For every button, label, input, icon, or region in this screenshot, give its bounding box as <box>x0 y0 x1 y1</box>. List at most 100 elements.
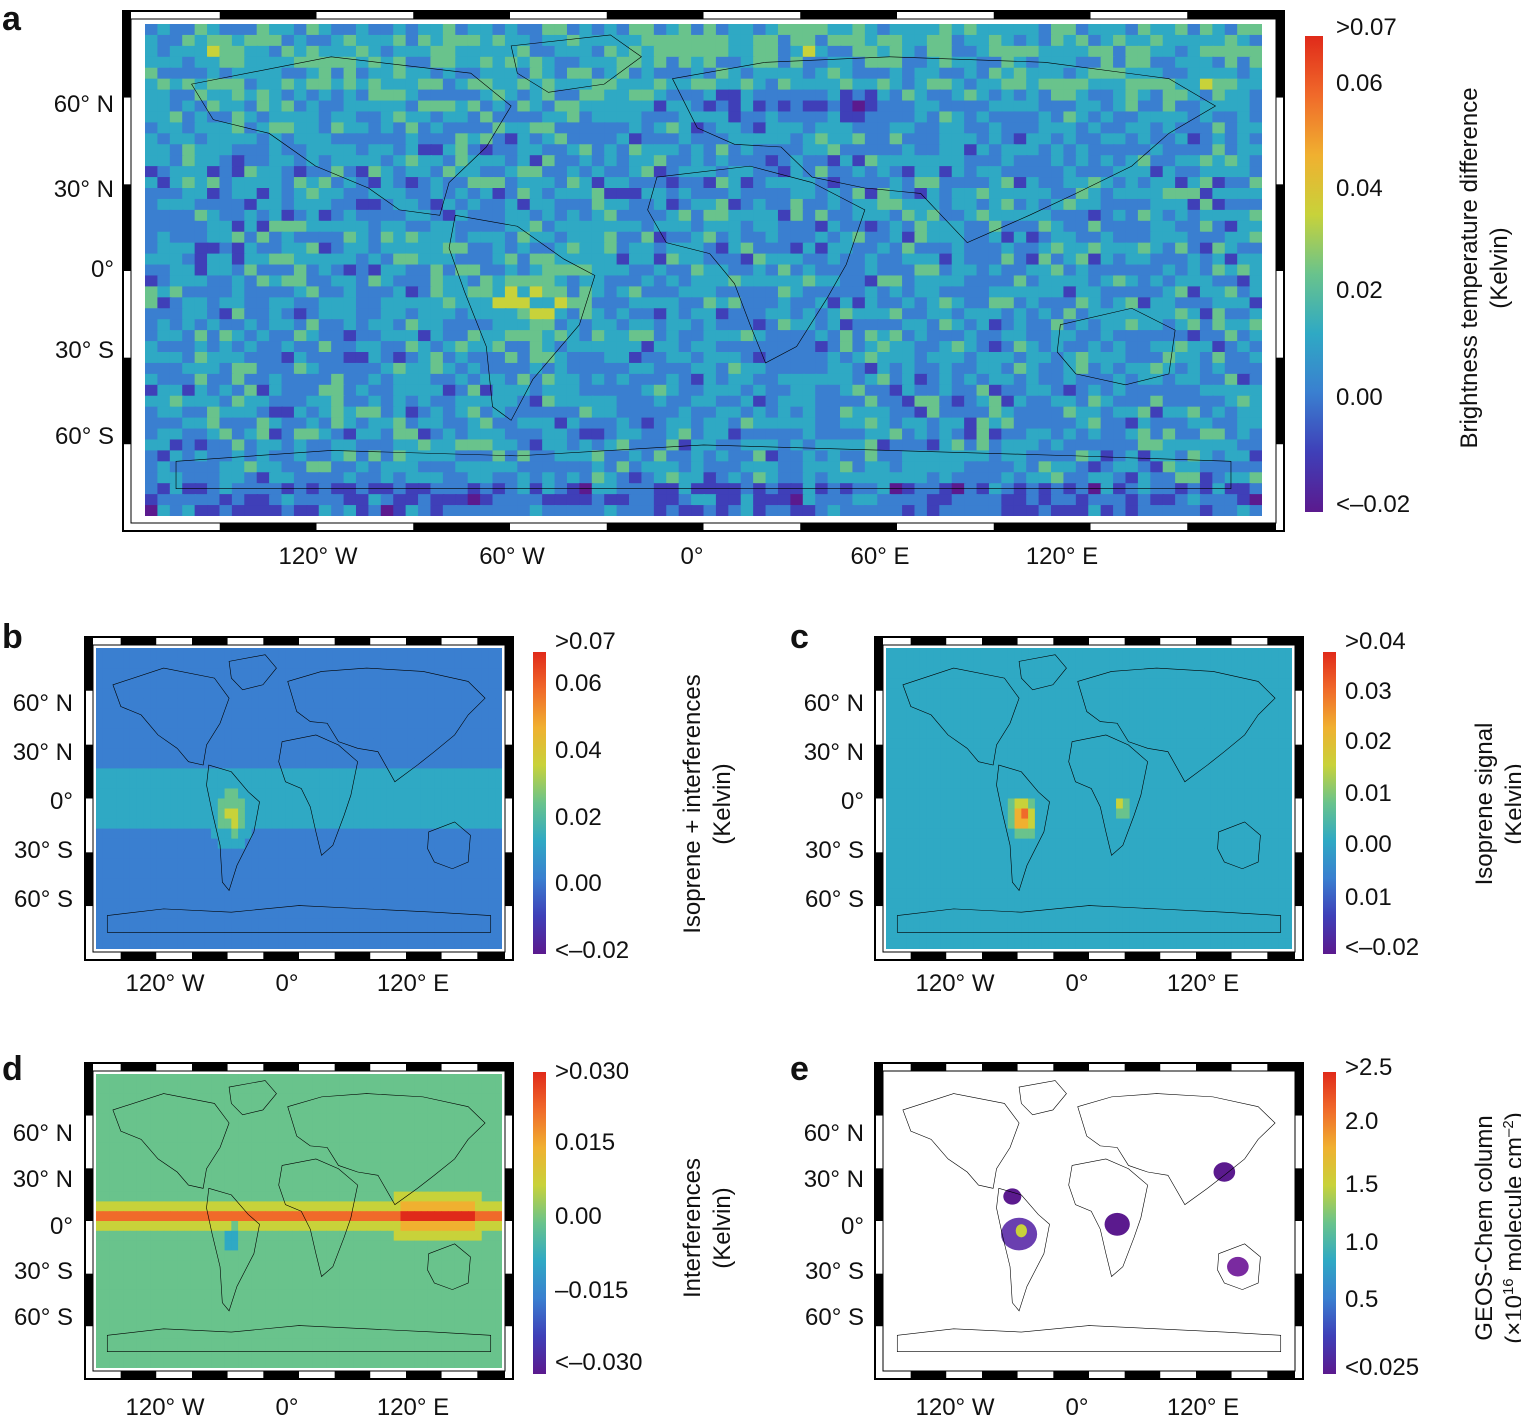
unit-exponent: –2 <box>1500 1120 1517 1137</box>
colorbar-title-b: Isoprene + interferences (Kelvin) <box>678 614 738 994</box>
lon-label-120e: 120° E <box>1025 543 1099 570</box>
colorbar-tick: <0.025 <box>1345 1354 1420 1381</box>
colorbar-tick: 0.02 <box>555 804 602 831</box>
lon-label-0: 0° <box>275 970 299 997</box>
coastline-outline <box>897 906 1280 933</box>
panel-d: d 60° N 30° N 0° 30° S 60° S 120° W 0° 1… <box>0 1030 760 1428</box>
colorbar-tick: <–0.02 <box>1345 934 1420 961</box>
coastline-outline <box>903 668 1019 765</box>
colorbar-tick: 0.04 <box>1336 175 1383 202</box>
colorbar-title-line: Interferences <box>679 1157 706 1299</box>
coastline-outline <box>1019 1081 1066 1115</box>
lat-label-60n: 60° N <box>12 1120 73 1147</box>
coastline-outline <box>107 906 490 933</box>
coastline-outline <box>1218 1244 1261 1290</box>
colorbar-tick: <–0.02 <box>1336 491 1411 518</box>
lat-label-60s: 60° S <box>805 1304 864 1331</box>
coastline-outline <box>897 1326 1280 1352</box>
lat-label-60n: 60° N <box>53 91 114 118</box>
lon-label-120w: 120° W <box>278 543 358 570</box>
coastline-outline <box>1069 1159 1148 1277</box>
coastline-outline <box>1057 308 1175 385</box>
lon-label-0: 0° <box>680 543 704 570</box>
map-d <box>96 1074 502 1368</box>
colorbar-tick: 0.04 <box>555 737 602 764</box>
lon-label-120w: 120° W <box>915 970 995 997</box>
panel-a: a 60° N 30° N 0° 30° S 60° S 120° W 60° … <box>0 0 1521 590</box>
lat-label-30s: 30° S <box>14 1258 73 1285</box>
colorbar-a <box>1305 36 1323 512</box>
coastline-outline <box>1218 822 1261 869</box>
lat-label-30n: 30° N <box>12 1166 73 1193</box>
lat-label-30s: 30° S <box>55 337 114 364</box>
map-b <box>96 648 502 949</box>
colorbar-tick: 0.00 <box>555 870 602 897</box>
lat-label-0: 0° <box>50 788 73 815</box>
map-e-graphic <box>886 1074 1292 1368</box>
lon-label-0: 0° <box>275 1394 299 1421</box>
colorbar-tick: 1.0 <box>1345 1229 1379 1256</box>
coastline-outline <box>207 765 260 890</box>
coastline-outline <box>1019 655 1066 690</box>
colorbar-tick: >0.07 <box>555 628 616 655</box>
coastline-outline <box>997 765 1050 890</box>
colorbar-title-line: GEOS-Chem column <box>1471 1115 1498 1341</box>
lat-label-60n: 60° N <box>803 1120 864 1147</box>
colorbar-title-line: Brightness temperature difference <box>1456 87 1483 449</box>
panel-label-d: d <box>2 1050 23 1088</box>
lon-label-120w: 120° W <box>125 1394 205 1421</box>
colorbar-tick: 0.015 <box>555 1129 616 1156</box>
colorbar-tick: 0.02 <box>1336 277 1383 304</box>
coastline-outline <box>107 1326 490 1352</box>
colorbar-tick: 0.03 <box>1345 678 1392 705</box>
colorbar-b <box>533 652 546 954</box>
panel-label-a: a <box>2 0 21 38</box>
colorbar-title-unit: (×1016 molecule cm–2) <box>1500 1028 1521 1428</box>
lat-label-30s: 30° S <box>805 1258 864 1285</box>
frame-ticks-b <box>85 637 513 960</box>
coastline-outline <box>229 1081 276 1115</box>
frame-ticks-d <box>85 1063 513 1379</box>
unit-part: (×10 <box>1501 1295 1521 1344</box>
panel-label-b: b <box>2 618 23 656</box>
coastline-outline <box>288 1094 485 1205</box>
lon-label-0: 0° <box>1065 970 1089 997</box>
map-d-graphic <box>96 1074 502 1368</box>
coastline-outline <box>176 445 1231 489</box>
colorbar-tick: 0.00 <box>1345 831 1392 858</box>
colorbar-title-d: Interferences (Kelvin) <box>678 1038 738 1418</box>
coastline-outline <box>449 215 595 420</box>
unit-exponent: 16 <box>1500 1278 1517 1296</box>
coastline-outline <box>113 1094 229 1189</box>
colorbar-title-e: GEOS-Chem column (×1016 molecule cm–2) <box>1470 1028 1521 1428</box>
lat-label-60n: 60° N <box>803 690 864 717</box>
lat-label-0: 0° <box>841 788 864 815</box>
lon-label-120w: 120° W <box>915 1394 995 1421</box>
colorbar-tick: 1.5 <box>1345 1171 1379 1198</box>
frame-ticks-c <box>875 637 1303 960</box>
colorbar-tick: 0.06 <box>1336 70 1383 97</box>
map-c <box>886 648 1292 949</box>
colorbar-tick: <–0.030 <box>555 1349 643 1376</box>
coastline-outline <box>192 57 512 216</box>
colorbar-tick: 0.01 <box>1345 884 1392 911</box>
coastline-outline <box>428 1244 471 1290</box>
colorbar-title-unit: (Kelvin) <box>1486 227 1513 309</box>
panel-c: c 60° N 30° N 0° 30° S 60° S 120° W 0° 1… <box>760 610 1521 1010</box>
colorbar-title-line: Isoprene + interferences <box>679 674 706 934</box>
lon-label-60w: 60° W <box>479 543 545 570</box>
lat-label-30n: 30° N <box>53 176 114 203</box>
coastline-outline <box>997 1188 1050 1311</box>
colorbar-title-line: Isoprene signal <box>1471 722 1498 886</box>
lat-label-60s: 60° S <box>14 886 73 913</box>
lat-label-60s: 60° S <box>805 886 864 913</box>
colorbar-c <box>1323 652 1336 954</box>
coastline-outline <box>1078 668 1275 782</box>
lat-label-30s: 30° S <box>805 837 864 864</box>
colorbar-tick: 0.5 <box>1345 1286 1379 1313</box>
lat-label-30n: 30° N <box>803 1166 864 1193</box>
colorbar-tick: >2.5 <box>1345 1054 1393 1081</box>
lat-label-60s: 60° S <box>14 1304 73 1331</box>
colorbar-tick: 0.01 <box>1345 780 1392 807</box>
panel-e: e 60° N 30° N 0° 30° S 60° S 120° W 0° 1… <box>760 1030 1521 1428</box>
